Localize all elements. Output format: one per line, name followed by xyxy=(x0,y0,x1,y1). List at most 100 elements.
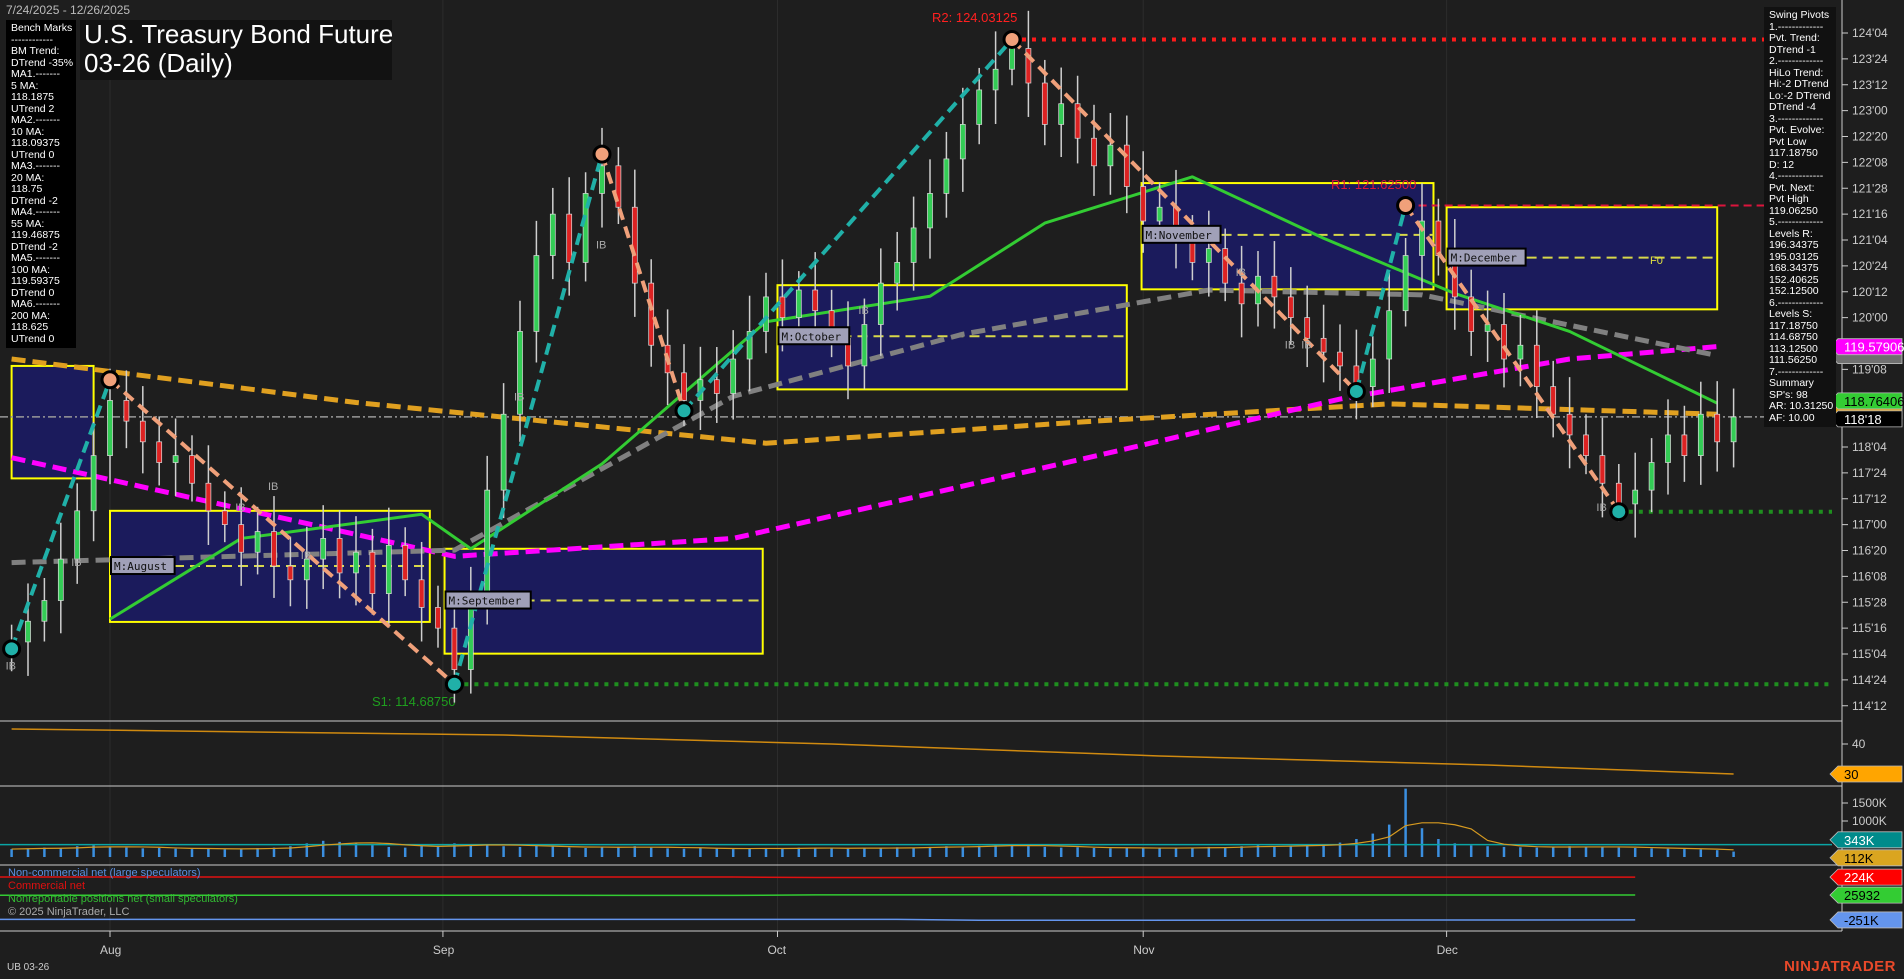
candle-body xyxy=(1533,344,1540,387)
volume-tag-text: 343K xyxy=(1844,833,1875,848)
candle-body xyxy=(713,379,720,394)
price-tick-label: 115'28 xyxy=(1852,595,1887,609)
swing-line: 152.40625 xyxy=(1769,273,1819,286)
swing-line: 152.12500 xyxy=(1769,285,1819,297)
price-tick-label: 120'00 xyxy=(1852,311,1888,325)
candle-body xyxy=(927,193,933,229)
month-label-box xyxy=(1446,247,1527,267)
candle-body xyxy=(943,158,950,194)
candle-body xyxy=(1140,186,1147,222)
price-tick-label: 117'24 xyxy=(1852,466,1887,480)
bench-line: MA5.------- xyxy=(11,252,60,264)
candle-body xyxy=(1681,434,1688,456)
swing-line: Pvt. Evolve: xyxy=(1769,124,1825,136)
swing-line: 113.12500 xyxy=(1769,342,1818,355)
swing-line: 1.------------- xyxy=(1769,20,1824,33)
swing-line: D: 12 xyxy=(1769,158,1795,171)
swing-line: 117.18750 xyxy=(1769,319,1818,332)
candle-body xyxy=(1369,358,1376,387)
candle-body xyxy=(353,551,359,574)
candle-body xyxy=(1271,275,1278,298)
candle-body xyxy=(533,255,540,332)
candle-body xyxy=(500,413,507,491)
candle-body xyxy=(910,227,917,263)
price-tick-label: 120'12 xyxy=(1852,285,1888,299)
swing-leg xyxy=(9,379,112,650)
swing-line: 168.34375 xyxy=(1769,262,1819,274)
month-label: M:December xyxy=(1451,252,1518,265)
bench-line: 20 MA: xyxy=(11,171,45,184)
title-contract: 03-26 (Daily) xyxy=(84,48,233,78)
candle-body xyxy=(156,441,163,463)
candle-body xyxy=(205,482,212,512)
swing-leg xyxy=(108,378,456,686)
f0-label: F0 xyxy=(1650,255,1663,267)
swing-leg xyxy=(1010,38,1358,393)
candle-body xyxy=(877,282,884,325)
candle-body xyxy=(1566,413,1573,436)
candle-body xyxy=(1205,248,1212,263)
candle-body xyxy=(549,213,556,256)
bench-line: UTrend 2 xyxy=(11,102,55,115)
cot-tag xyxy=(1829,868,1903,886)
candle-body xyxy=(1501,324,1507,360)
price-tick-label: 114'24 xyxy=(1852,673,1887,687)
price-tick-label: 114'12 xyxy=(1852,699,1887,713)
bench-line: 118.75 xyxy=(11,183,43,195)
price-tick-label: 122'20 xyxy=(1852,130,1888,144)
candle-body xyxy=(746,331,753,360)
month-label-box xyxy=(777,326,851,346)
candle-body xyxy=(1714,413,1721,443)
swing-line: 196.34375 xyxy=(1769,239,1819,251)
legend-commercial: Commercial net xyxy=(8,880,86,892)
candle-body xyxy=(730,358,737,394)
candle-body xyxy=(1058,103,1065,125)
swing-line: Pvt High xyxy=(1769,193,1809,205)
bench-line: 10 MA: xyxy=(11,125,45,138)
price-tag-text: 119.57906 xyxy=(1844,340,1904,355)
candle-body xyxy=(1041,82,1048,125)
candle-body xyxy=(681,372,687,401)
candle-body xyxy=(25,620,31,643)
candle-body xyxy=(779,296,786,318)
price-tick-label: 116'08 xyxy=(1852,569,1887,583)
candle-body xyxy=(1599,455,1606,484)
candle-body xyxy=(221,510,228,525)
candle-body xyxy=(1304,317,1311,339)
candle-body xyxy=(254,531,261,553)
price-tag-text: 118'18 xyxy=(1844,412,1882,427)
candle-body xyxy=(1009,48,1015,70)
candle-body xyxy=(812,289,819,312)
chart-title: U.S. Treasury Bond Futures 03-26 (Daily) xyxy=(80,20,392,80)
bench-line: DTrend -2 xyxy=(11,240,58,253)
candle-body xyxy=(1730,416,1737,443)
ib-label: IB xyxy=(235,502,245,514)
bench-line: 119.59375 xyxy=(11,275,60,287)
candle-body xyxy=(385,544,392,594)
candle-body xyxy=(41,600,48,622)
title-instrument: U.S. Treasury Bond Futures xyxy=(84,20,392,49)
candle-body xyxy=(1402,255,1409,312)
candle-body xyxy=(435,607,441,629)
candle-body xyxy=(189,455,195,484)
volume-average-line xyxy=(11,822,1734,851)
benchmarks-panel: Bench Marks ------------ BM Trend: DTrend -… xyxy=(6,20,76,348)
ma-line-200-ma xyxy=(11,356,1718,446)
candle-body xyxy=(1615,482,1622,505)
bench-line: 55 MA: xyxy=(11,217,45,230)
month-label: M:September xyxy=(449,595,522,608)
bench-line: 200 MA: xyxy=(11,309,51,322)
candle-body xyxy=(1517,344,1524,360)
ib-label: IB xyxy=(6,661,16,673)
ma-line-55-ma xyxy=(11,287,1718,566)
swing-line: Pvt Low xyxy=(1769,135,1807,148)
pivot-low-marker xyxy=(444,674,464,694)
candle-body xyxy=(1156,206,1163,222)
candle-body xyxy=(959,124,966,160)
legend-nonreportable: Nonreportable positions net (small specu… xyxy=(8,893,238,905)
swing-line: 195.03125 xyxy=(1769,250,1819,263)
bench-line: DTrend 0 xyxy=(11,286,55,299)
swing-line: Pvt. Trend: xyxy=(1769,32,1820,44)
swing-line: 111.56250 xyxy=(1769,354,1818,366)
